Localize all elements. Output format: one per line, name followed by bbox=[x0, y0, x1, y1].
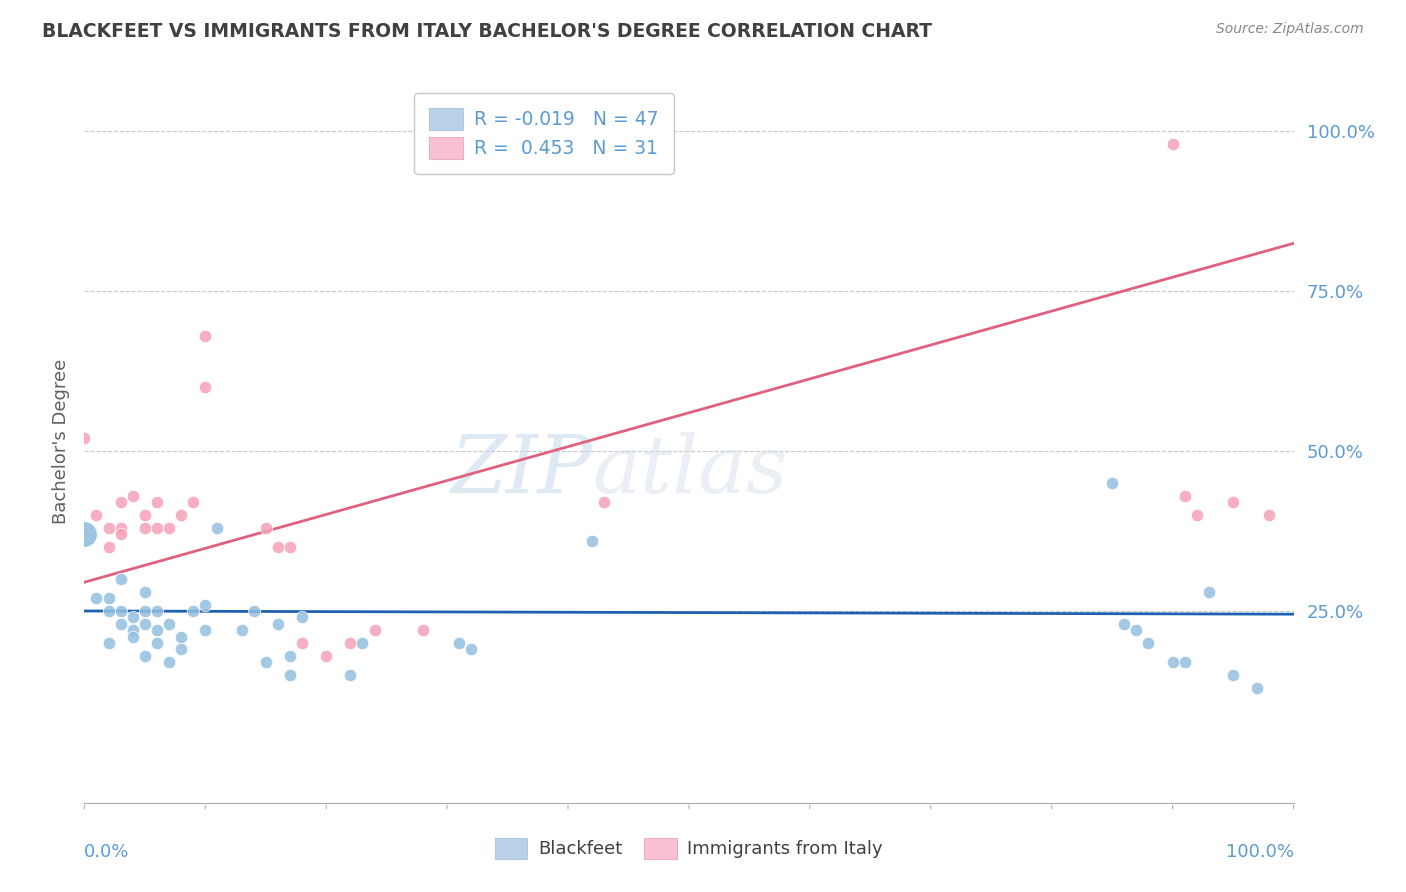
Point bbox=[110, 572, 132, 586]
Point bbox=[1174, 489, 1197, 503]
Text: 0.0%: 0.0% bbox=[84, 843, 129, 861]
Point bbox=[194, 329, 217, 343]
Point bbox=[134, 648, 156, 663]
Point bbox=[254, 655, 277, 669]
Point bbox=[1185, 508, 1208, 522]
Point bbox=[157, 616, 180, 631]
Point bbox=[581, 533, 603, 548]
Y-axis label: Bachelor's Degree: Bachelor's Degree bbox=[52, 359, 70, 524]
Point bbox=[134, 584, 156, 599]
Point bbox=[194, 623, 217, 637]
Point bbox=[134, 604, 156, 618]
Point bbox=[1222, 495, 1244, 509]
Point bbox=[1125, 623, 1147, 637]
Point bbox=[1114, 616, 1136, 631]
Point bbox=[170, 642, 193, 657]
Point bbox=[146, 521, 169, 535]
Point bbox=[1222, 668, 1244, 682]
Point bbox=[146, 604, 169, 618]
Point bbox=[1246, 681, 1268, 695]
Point bbox=[134, 508, 156, 522]
Point bbox=[267, 540, 290, 554]
Point bbox=[97, 636, 120, 650]
Point bbox=[146, 623, 169, 637]
Text: 100.0%: 100.0% bbox=[1226, 843, 1294, 861]
Point bbox=[363, 623, 385, 637]
Point bbox=[339, 668, 361, 682]
Text: BLACKFEET VS IMMIGRANTS FROM ITALY BACHELOR'S DEGREE CORRELATION CHART: BLACKFEET VS IMMIGRANTS FROM ITALY BACHE… bbox=[42, 22, 932, 41]
Point bbox=[134, 616, 156, 631]
Text: Source: ZipAtlas.com: Source: ZipAtlas.com bbox=[1216, 22, 1364, 37]
Point bbox=[352, 636, 374, 650]
Point bbox=[267, 616, 290, 631]
Point bbox=[1137, 636, 1160, 650]
Point bbox=[412, 623, 434, 637]
Point bbox=[146, 495, 169, 509]
Point bbox=[110, 495, 132, 509]
Point bbox=[97, 521, 120, 535]
Point bbox=[242, 604, 264, 618]
Text: atlas: atlas bbox=[592, 432, 787, 509]
Point bbox=[157, 655, 180, 669]
Point bbox=[121, 623, 143, 637]
Point bbox=[254, 521, 277, 535]
Point bbox=[86, 508, 108, 522]
Point bbox=[1258, 508, 1281, 522]
Point bbox=[97, 591, 120, 606]
Point bbox=[1161, 655, 1184, 669]
Point bbox=[593, 495, 616, 509]
Point bbox=[110, 616, 132, 631]
Point bbox=[170, 630, 193, 644]
Point bbox=[97, 540, 120, 554]
Point bbox=[339, 636, 361, 650]
Point bbox=[181, 604, 204, 618]
Point bbox=[315, 648, 337, 663]
Point bbox=[207, 521, 229, 535]
Point bbox=[194, 598, 217, 612]
Point bbox=[460, 642, 482, 657]
Point bbox=[121, 489, 143, 503]
Point bbox=[86, 591, 108, 606]
Point bbox=[121, 630, 143, 644]
Point bbox=[291, 636, 314, 650]
Point bbox=[291, 610, 314, 624]
Point bbox=[449, 636, 471, 650]
Point bbox=[278, 648, 301, 663]
Point bbox=[97, 604, 120, 618]
Point bbox=[73, 431, 96, 445]
Point bbox=[1198, 584, 1220, 599]
Point bbox=[1161, 137, 1184, 152]
Point bbox=[278, 540, 301, 554]
Point bbox=[181, 495, 204, 509]
Point bbox=[194, 380, 217, 394]
Point bbox=[1174, 655, 1197, 669]
Point bbox=[170, 508, 193, 522]
Legend: Blackfeet, Immigrants from Italy: Blackfeet, Immigrants from Italy bbox=[488, 830, 890, 866]
Point bbox=[110, 527, 132, 541]
Point bbox=[231, 623, 253, 637]
Point bbox=[146, 636, 169, 650]
Point bbox=[110, 521, 132, 535]
Point bbox=[121, 610, 143, 624]
Point bbox=[73, 527, 96, 541]
Text: ZIP: ZIP bbox=[450, 432, 592, 509]
Point bbox=[157, 521, 180, 535]
Point bbox=[1101, 476, 1123, 491]
Point bbox=[278, 668, 301, 682]
Point bbox=[134, 521, 156, 535]
Point bbox=[110, 604, 132, 618]
